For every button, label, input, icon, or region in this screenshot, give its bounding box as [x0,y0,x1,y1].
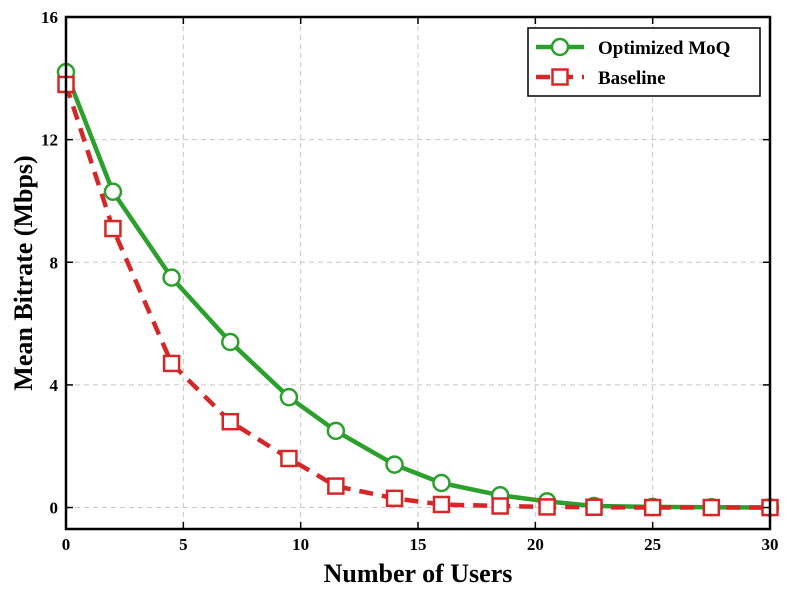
x-tick-label: 25 [644,535,661,554]
data-point-baseline [491,497,509,515]
data-point-baseline [221,412,240,431]
x-tick-label: 0 [62,535,71,554]
data-point-optimized-moq [432,473,451,493]
grid [66,17,770,529]
y-tick-label: 0 [50,499,59,518]
y-tick-label: 16 [41,8,58,27]
data-point-optimized-moq [103,182,123,202]
data-point-baseline [385,489,404,508]
data-point-baseline [327,477,345,495]
x-axis-title: Number of Users [324,559,513,588]
axis-ticks: 0 5 10 15 20 25 30 0 4 8 12 16 [41,8,779,554]
data-point-baseline [702,498,721,517]
legend-label-optimized-moq: Optimized MoQ [598,38,730,59]
x-tick-label: 20 [527,535,544,554]
x-tick-label: 5 [179,535,188,554]
x-tick-label: 10 [292,535,309,554]
data-point-optimized-moq [162,268,181,287]
data-point-baseline [104,219,122,238]
data-point-optimized-moq [279,387,299,407]
x-tick-label: 30 [762,535,779,554]
y-tick-label: 4 [50,376,59,395]
legend-label-baseline: Baseline [598,68,666,89]
y-axis-title: Mean Bitrate (Mbps) [9,155,38,390]
y-tick-label: 12 [41,131,58,150]
data-point-optimized-moq [326,421,346,441]
data-point-optimized-moq [385,455,404,474]
x-tick-label: 15 [410,535,427,554]
data-point-baseline [585,498,603,516]
legend-marker-optimized-moq [550,37,570,57]
y-tick-label: 8 [50,253,59,272]
data-point-optimized-moq [221,332,240,352]
series-line-baseline [63,83,770,510]
data-point-baseline [538,498,556,516]
data-point-baseline [643,498,662,517]
legend-marker-baseline [551,68,569,86]
data-point-baseline [162,354,181,373]
data-point-baseline [432,495,451,514]
data-point-baseline [280,449,298,468]
legend: Optimized MoQ Baseline [527,27,761,97]
